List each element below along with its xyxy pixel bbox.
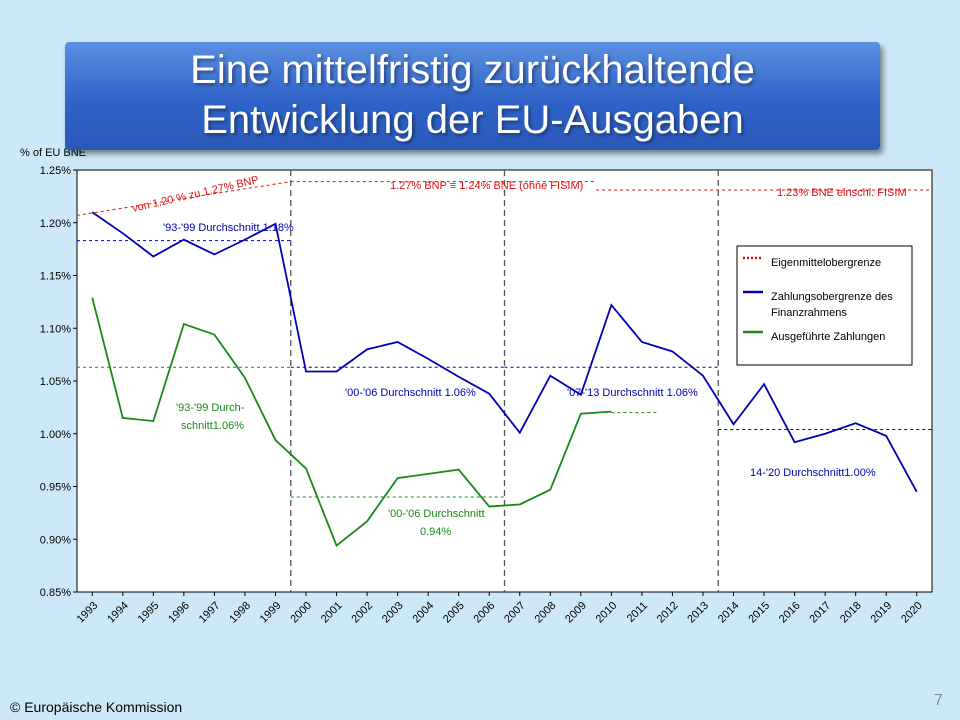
annotation: 14-'20 Durchschnitt1.00%: [750, 467, 876, 479]
y-tick-label: 1.10%: [40, 323, 71, 335]
x-tick-label: 2004: [410, 600, 436, 626]
annotation: 0.94%: [420, 526, 451, 538]
x-tick-label: 1999: [258, 600, 284, 626]
y-tick-label: 1.20%: [40, 218, 71, 230]
annotation: '93-'99 Durch-: [176, 402, 245, 414]
x-tick-label: 2014: [716, 600, 742, 626]
legend-entry: Eigenmittelobergrenze: [771, 257, 882, 269]
x-tick-label: 2012: [655, 600, 681, 626]
x-tick-label: 2016: [777, 600, 803, 626]
series-line: [91, 211, 918, 493]
annotation: '07-'13 Durchschnitt 1.06%: [567, 387, 698, 399]
legend-label: Zahlungsobergrenze des Finanzrahmens: [771, 291, 893, 319]
x-tick-label: 2005: [441, 600, 467, 626]
y-tick-label: 1.15%: [40, 271, 71, 283]
x-tick-label: 1998: [227, 600, 253, 626]
legend-label: Ausgeführte Zahlungen: [771, 331, 886, 343]
x-tick-label: 2013: [685, 600, 711, 626]
annotation: schnitt1.06%: [181, 420, 244, 432]
x-tick-label: 2009: [563, 600, 589, 626]
x-tick-label: 2008: [533, 600, 559, 626]
annotation: '00-'06 Durchschnitt 1.06%: [345, 387, 476, 399]
annotation: '00-'06 Durchschnitt: [388, 508, 485, 520]
legend-entry: Zahlungsobergrenze des Finanzrahmens: [771, 291, 893, 319]
x-tick-label: 1995: [136, 600, 162, 626]
x-tick-label: 1996: [166, 600, 192, 626]
y-tick-label: 1.05%: [40, 376, 71, 388]
ceiling-line: [76, 181, 291, 216]
x-tick-label: 2007: [502, 600, 528, 626]
title-line: Entwicklung der EU-Ausgaben: [201, 98, 744, 142]
y-tick-label: 1.25%: [40, 165, 71, 177]
x-tick-label: 2000: [288, 600, 314, 626]
x-tick-label: 2011: [625, 600, 650, 625]
x-tick-label: 2017: [807, 600, 833, 626]
title-box: Eine mittelfristig zurückhaltende Entwic…: [65, 42, 880, 150]
y-tick-label: 0.95%: [40, 482, 71, 494]
x-tick-label: 1993: [75, 600, 101, 626]
legend-box: [736, 245, 913, 366]
title-line: Eine mittelfristig zurückhaltende: [190, 48, 755, 92]
x-tick-label: 2015: [746, 600, 772, 626]
page-number: 7: [934, 692, 943, 709]
x-tick-label: 1994: [105, 600, 131, 626]
copyright: © Europäische Kommission: [10, 699, 183, 715]
x-tick-label: 2001: [319, 600, 345, 626]
x-tick-label: 2003: [380, 600, 406, 626]
y-axis-label: % of EU BNE: [20, 147, 86, 159]
y-tick-label: 0.90%: [40, 534, 71, 546]
x-tick-label: 2002: [349, 600, 375, 626]
x-tick-label: 2006: [472, 600, 498, 626]
legend-label: Eigenmittelobergrenze: [771, 257, 882, 269]
x-tick-label: 2018: [838, 600, 864, 626]
y-tick-label: 1.00%: [40, 429, 71, 441]
x-tick-label: 2010: [594, 600, 620, 626]
annotation: 1.23% BNE einschl. FISIM: [777, 187, 907, 199]
legend-entry: Ausgeführte Zahlungen: [771, 331, 886, 343]
x-tick-label: 2019: [869, 600, 895, 626]
series-line: [91, 297, 612, 548]
annotation: 1.27% BNP ≡ 1.24% BNE (ohne FISIM): [390, 180, 583, 192]
x-tick-label: 2020: [899, 600, 925, 626]
x-tick-label: 1997: [197, 600, 223, 626]
y-tick-label: 0.85%: [40, 587, 71, 599]
